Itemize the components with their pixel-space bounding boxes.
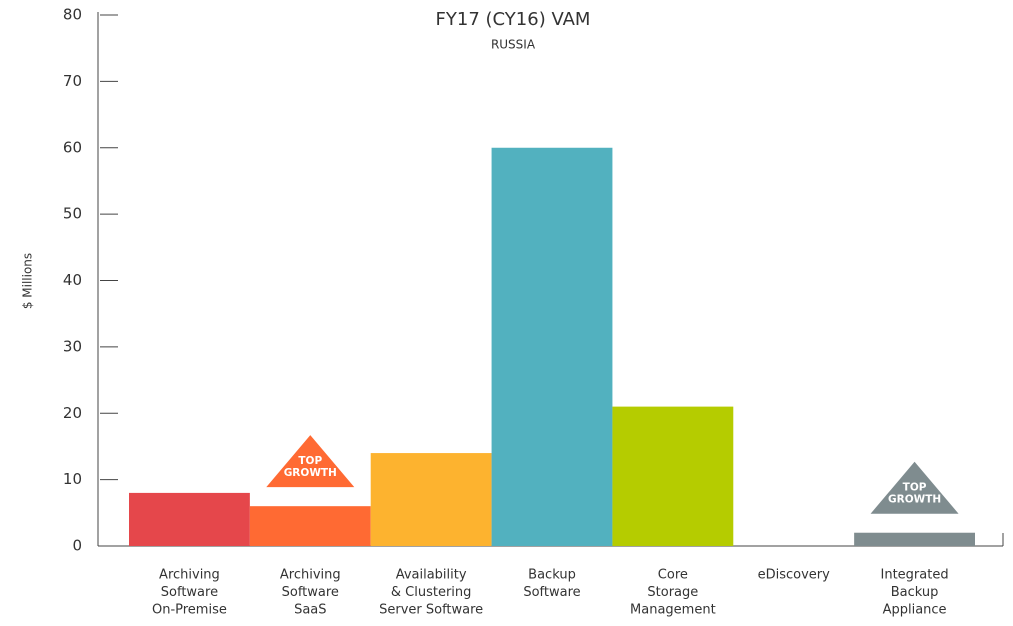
x-tick-label: Management	[630, 603, 716, 618]
badge-text: GROWTH	[284, 467, 337, 479]
x-tick-label: Archiving	[280, 568, 341, 583]
x-tick-label: On-Premise	[152, 603, 227, 618]
x-tick-label: Server Software	[379, 603, 483, 618]
x-tick-label: Archiving	[159, 568, 220, 583]
bar	[854, 532, 975, 546]
x-tick-label: Software	[161, 585, 218, 600]
x-tick-label: SaaS	[294, 603, 326, 618]
badge	[266, 435, 355, 488]
x-tick-label: Software	[523, 585, 580, 600]
badge-text: TOP	[903, 482, 927, 494]
badge-text: GROWTH	[888, 494, 941, 506]
x-tick-label: Core	[658, 568, 688, 583]
x-tick-label: Availability	[396, 568, 467, 583]
x-tick-label: Software	[282, 585, 339, 600]
x-tick-label: Storage	[647, 585, 698, 600]
x-tick-label: Integrated	[881, 568, 949, 583]
chart-title: FY17 (CY16) VAM	[436, 9, 591, 30]
x-tick-label: Backup	[528, 568, 576, 583]
y-tick-label: 40	[63, 271, 82, 289]
bar	[249, 506, 371, 546]
y-tick-label: 0	[72, 537, 82, 555]
x-tick-label: eDiscovery	[758, 568, 831, 583]
x-tick-label: Backup	[891, 585, 939, 600]
y-axis-label: $ Millions	[21, 253, 35, 309]
x-tick-label: & Clustering	[391, 585, 472, 600]
badge-text: TOP	[298, 455, 322, 467]
bar	[370, 453, 492, 546]
y-tick-label: 30	[63, 337, 82, 355]
y-tick-label: 50	[63, 205, 82, 223]
y-tick-label: 70	[63, 72, 82, 90]
y-tick-label: 80	[63, 6, 82, 24]
bar	[129, 492, 250, 546]
badge	[870, 461, 959, 514]
bar	[612, 406, 734, 546]
y-tick-label: 20	[63, 404, 82, 422]
x-tick-label: Appliance	[883, 603, 947, 618]
bar	[491, 147, 613, 546]
y-tick-label: 60	[63, 138, 82, 156]
chart-subtitle: RUSSIA	[491, 38, 536, 52]
y-tick-label: 10	[63, 470, 82, 488]
